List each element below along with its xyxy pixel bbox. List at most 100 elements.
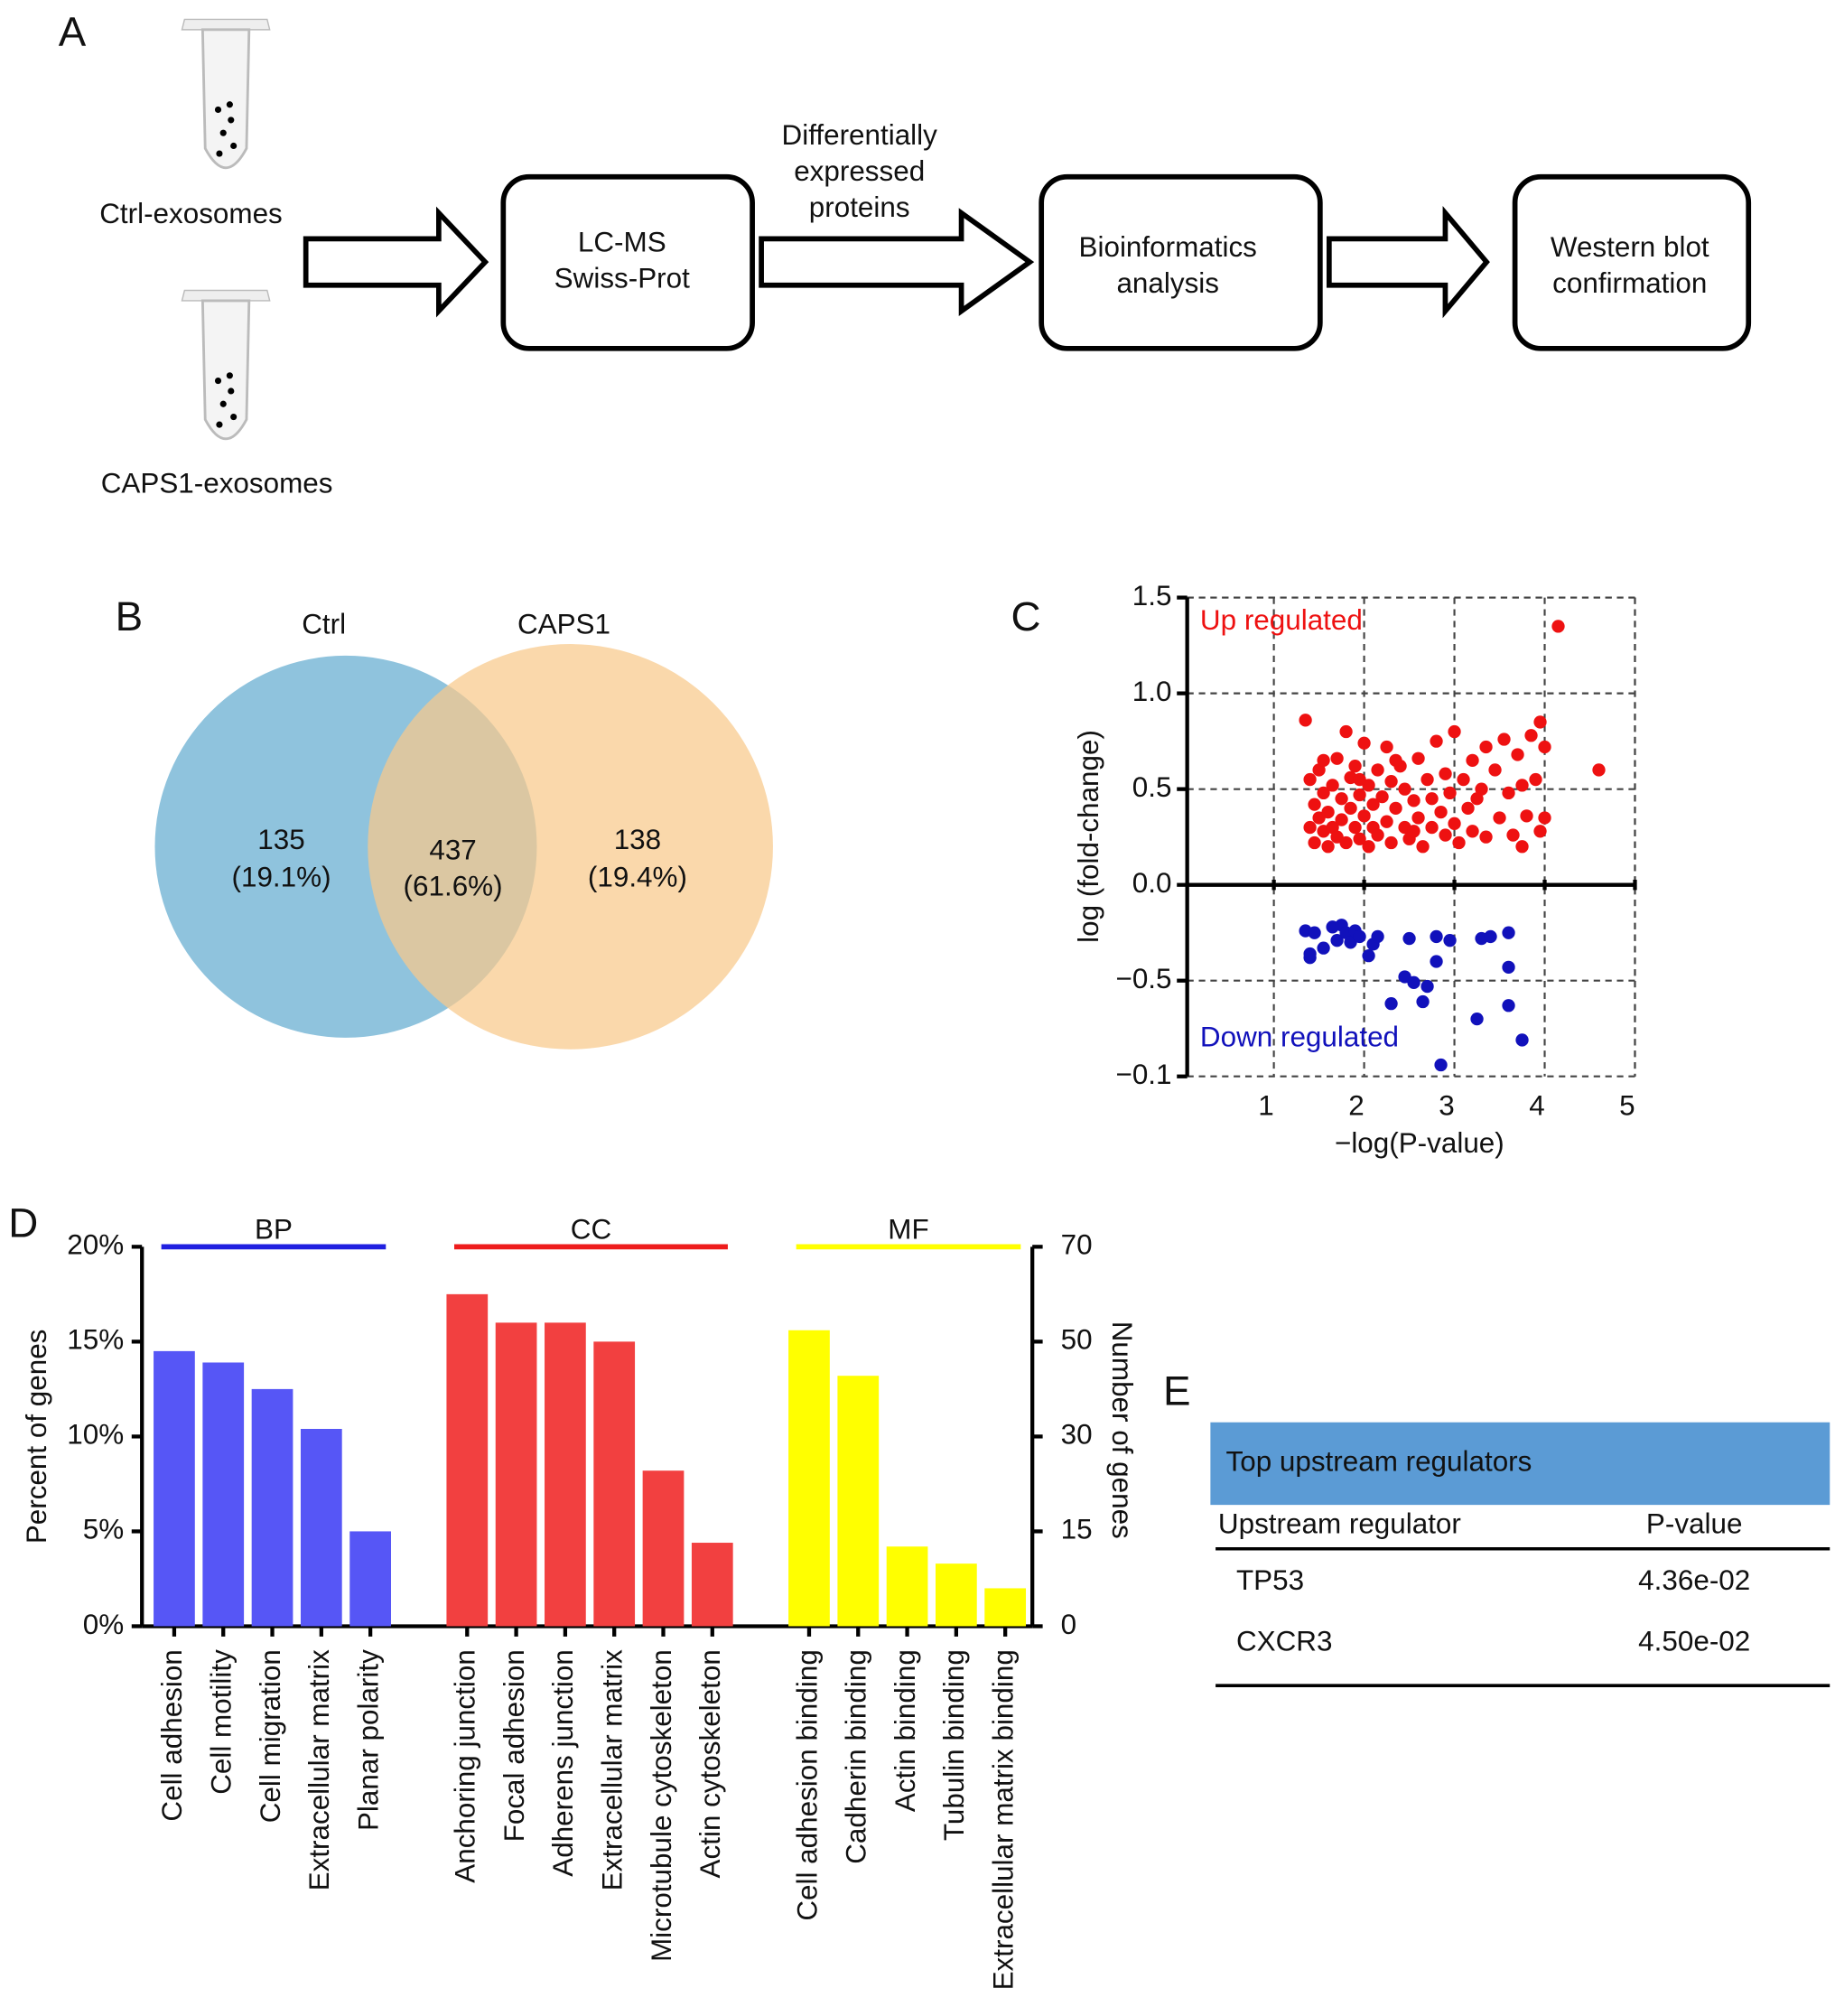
point (1520, 809, 1533, 823)
point (1303, 772, 1317, 787)
point (1321, 840, 1335, 854)
point (1466, 825, 1479, 838)
x-tick-label: Microtubule cytoskeleton (646, 1649, 677, 1962)
point (1488, 763, 1502, 777)
point (1502, 786, 1515, 800)
y-tick-label: 20% (67, 1229, 124, 1261)
step-label: Western blot (1551, 231, 1709, 263)
point (1470, 792, 1484, 806)
x-tick-label: Anchoring junction (450, 1649, 481, 1883)
point (1529, 772, 1542, 787)
x-tick-label: Extracellular matrix (303, 1649, 335, 1890)
table-header-bg (1210, 1422, 1830, 1506)
y-tick-label: 0.5 (1132, 771, 1172, 803)
bar (251, 1388, 293, 1627)
point (1384, 835, 1398, 850)
point (1308, 798, 1321, 811)
group-label: BP (255, 1214, 293, 1246)
x-tick-label: Cell migration (255, 1649, 286, 1823)
y-tick-label: −0.1 (1115, 1059, 1171, 1090)
x-tick-label: 3 (1439, 1089, 1454, 1121)
point (1511, 748, 1524, 761)
point (1402, 931, 1416, 946)
point (1317, 786, 1330, 800)
point (1506, 828, 1520, 842)
point (1502, 999, 1515, 1013)
point (1533, 825, 1547, 838)
bar (202, 1362, 245, 1627)
count-label: 437 (429, 834, 476, 865)
y-tick-label: 0.0 (1132, 867, 1172, 899)
bar (642, 1470, 685, 1627)
group-label: MF (888, 1214, 928, 1246)
point (1362, 840, 1375, 854)
y2-tick-label: 0 (1061, 1609, 1076, 1640)
series-label: Down regulated (1200, 1022, 1399, 1053)
sample-label: CAPS1-exosomes (101, 468, 333, 499)
point (1502, 960, 1515, 975)
point (1326, 820, 1339, 835)
bar (349, 1531, 391, 1627)
point (1344, 801, 1357, 816)
y-tick-label: 10% (67, 1419, 124, 1451)
y-tick-label: −0.5 (1115, 963, 1171, 994)
bar (593, 1341, 636, 1627)
arrow (303, 206, 489, 318)
point (1430, 955, 1443, 968)
arrow-label: Differentially (782, 119, 938, 151)
set-circle (368, 644, 773, 1050)
arrow-label: proteins (809, 191, 910, 223)
series-label: Up regulated (1200, 604, 1363, 636)
set-label: CAPS1 (517, 608, 610, 639)
bar (984, 1588, 1027, 1627)
x-tick-label: Cell adhesion (156, 1649, 188, 1821)
point (1479, 740, 1493, 754)
panel-label: D (8, 1200, 38, 1246)
point (1538, 811, 1551, 825)
x-tick-label: 4 (1529, 1089, 1544, 1121)
point (1384, 775, 1398, 789)
panel-label: A (59, 9, 87, 55)
bar (837, 1376, 880, 1627)
point (1502, 926, 1515, 939)
step-label: confirmation (1552, 267, 1707, 299)
point (1357, 809, 1371, 823)
panel-label: B (116, 593, 144, 639)
x-axis-label: −log(P-value) (1335, 1127, 1504, 1159)
step-box (500, 173, 755, 351)
step-label: Bioinformatics (1079, 231, 1257, 263)
group-label: CC (571, 1214, 611, 1246)
x-tick-label: Cell motility (206, 1649, 238, 1795)
bar (446, 1293, 489, 1627)
point (1339, 724, 1353, 739)
table-cell: 4.36e-02 (1638, 1564, 1750, 1596)
x-tick-label: Adherens junction (547, 1649, 579, 1877)
point (1312, 763, 1326, 777)
y2-tick-label: 15 (1061, 1514, 1093, 1545)
point (1339, 835, 1353, 850)
point (1326, 779, 1339, 792)
point (1308, 926, 1321, 939)
point (1321, 805, 1335, 819)
point (1335, 792, 1348, 806)
count-label: 135 (257, 824, 304, 855)
percent-label: (19.4%) (588, 861, 687, 892)
point (1353, 832, 1366, 845)
point (1353, 788, 1366, 802)
percent-label: (61.6%) (404, 870, 503, 901)
y2-axis-label: Number of genes (1106, 1321, 1138, 1539)
point (1515, 1033, 1529, 1047)
point (1448, 724, 1461, 739)
point (1439, 767, 1452, 780)
step-label: Swiss-Prot (554, 262, 690, 294)
point (1303, 947, 1317, 961)
sample-label: Ctrl-exosomes (99, 198, 283, 229)
point (1407, 975, 1420, 989)
point (1425, 820, 1439, 835)
panel-label: C (1011, 593, 1041, 639)
y-tick-label: 1.0 (1132, 676, 1172, 707)
step-box (1512, 173, 1752, 351)
point (1443, 934, 1457, 947)
point (1348, 760, 1362, 773)
bar (788, 1330, 830, 1627)
